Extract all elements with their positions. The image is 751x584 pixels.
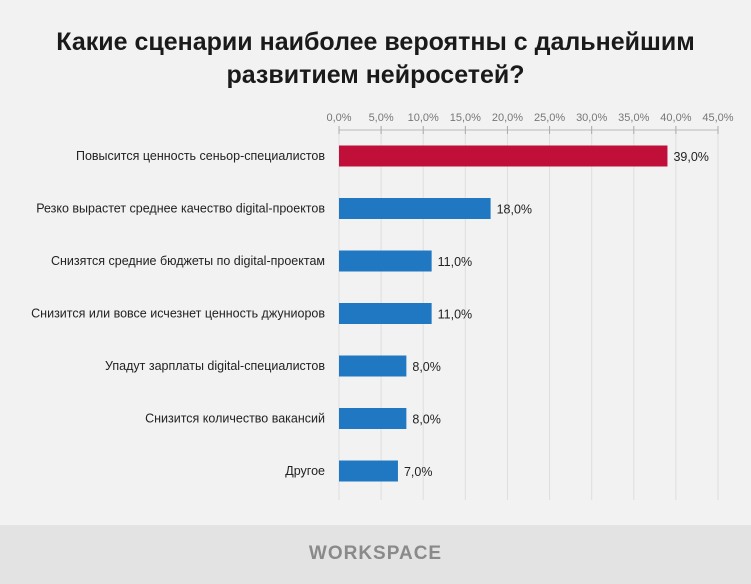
category-label: Упадут зарплаты digital-специалистов [105, 359, 325, 373]
bar [339, 145, 668, 167]
category-label: Снизятся средние бюджеты по digital-прое… [51, 254, 325, 268]
category-label: Повысится ценность сеньор-специалистов [76, 149, 325, 163]
data-label: 11,0% [438, 255, 473, 269]
data-label: 8,0% [412, 413, 441, 427]
bar [339, 303, 432, 324]
category-label: Резко вырастет среднее качество digital-… [36, 202, 325, 216]
bar [339, 408, 407, 429]
category-label: Другое [285, 464, 325, 478]
x-tick-label: 40,0% [660, 112, 691, 124]
x-tick-label: 0,0% [326, 112, 351, 124]
bar [339, 355, 407, 377]
bar-chart: 0,0% 5,0% 10,0% 15,0% 20,0% 25,0% 30,0% 35,0% 40… [31, 112, 734, 500]
bar [339, 198, 491, 219]
x-tick-label: 15,0% [450, 112, 481, 124]
category-label: Снизится или вовсе исчезнет ценность джу… [31, 307, 325, 321]
category-label: Снизится количество вакансий [145, 412, 325, 426]
x-tick-label: 5,0% [369, 112, 394, 124]
data-label: 7,0% [404, 465, 433, 479]
x-tick-label: 25,0% [534, 112, 565, 124]
x-tick-label: 10,0% [408, 112, 439, 124]
workspace-logo: WORKSPACE [308, 543, 443, 564]
data-label: 39,0% [673, 150, 708, 164]
bar [339, 250, 432, 272]
x-tick-label: 45,0% [702, 112, 733, 124]
data-label: 18,0% [497, 203, 532, 217]
bar [339, 460, 398, 482]
x-tick-label: 30,0% [576, 112, 607, 124]
data-label: 8,0% [412, 360, 441, 374]
x-tick-label: 35,0% [618, 112, 649, 124]
footer [0, 525, 751, 584]
chart-title: Какие сценарии наиболее вероятны с дальн… [56, 28, 695, 89]
data-label: 11,0% [438, 308, 473, 322]
x-tick-label: 20,0% [492, 112, 523, 124]
